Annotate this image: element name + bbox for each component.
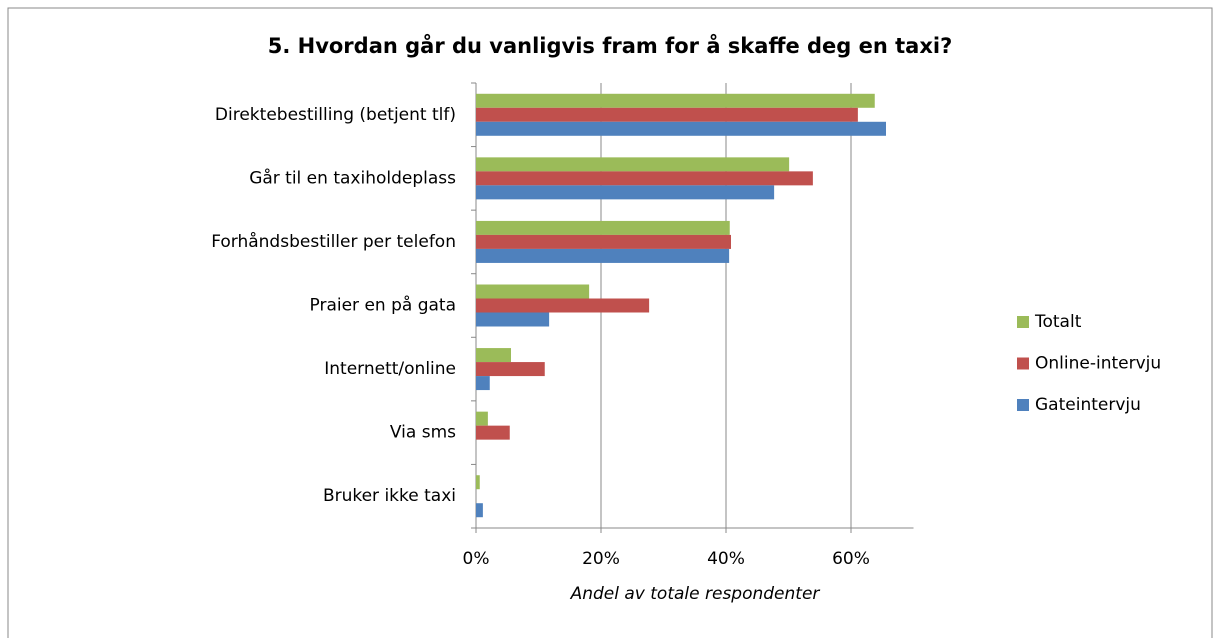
bar (476, 171, 813, 186)
y-tick-label: Forhåndsbestiller per telefon (211, 231, 456, 252)
bar (476, 411, 488, 426)
bar (476, 107, 858, 122)
bar (476, 475, 480, 490)
x-axis-label: Andel av totale respondenter (570, 584, 821, 604)
bar (476, 312, 550, 327)
legend-swatch (1017, 399, 1029, 411)
y-tick-label: Via sms (390, 423, 456, 443)
bar (476, 248, 730, 263)
y-tick-label: Bruker ikke taxi (323, 486, 456, 506)
bar (476, 121, 886, 136)
legend-label: Online-intervju (1035, 354, 1161, 374)
bar (476, 157, 790, 172)
y-tick-label: Internett/online (324, 359, 456, 379)
bar (476, 298, 650, 313)
bar (476, 376, 490, 391)
legend-label: Totalt (1034, 312, 1082, 332)
bar (476, 503, 483, 518)
x-tick-label: 20% (582, 549, 620, 569)
bar (476, 185, 775, 200)
legend-swatch (1017, 316, 1029, 328)
x-tick-label: 60% (832, 549, 870, 569)
bar (476, 348, 511, 363)
bar (476, 425, 510, 440)
bar (476, 220, 730, 235)
x-tick-label: 0% (463, 549, 490, 569)
legend-swatch (1017, 357, 1029, 370)
bar (476, 93, 875, 108)
x-tick-label: 40% (707, 549, 745, 569)
y-tick-label: Praier en på gata (310, 295, 456, 316)
bar (476, 362, 545, 377)
y-tick-label: Går til en taxiholdeplass (249, 167, 456, 188)
bar (476, 234, 731, 249)
y-tick-label: Direktebestilling (betjent tlf) (215, 105, 456, 125)
legend-label: Gateintervju (1035, 395, 1141, 415)
chart-title: 5. Hvordan går du vanligvis fram for å s… (268, 33, 953, 58)
bar (476, 284, 590, 299)
